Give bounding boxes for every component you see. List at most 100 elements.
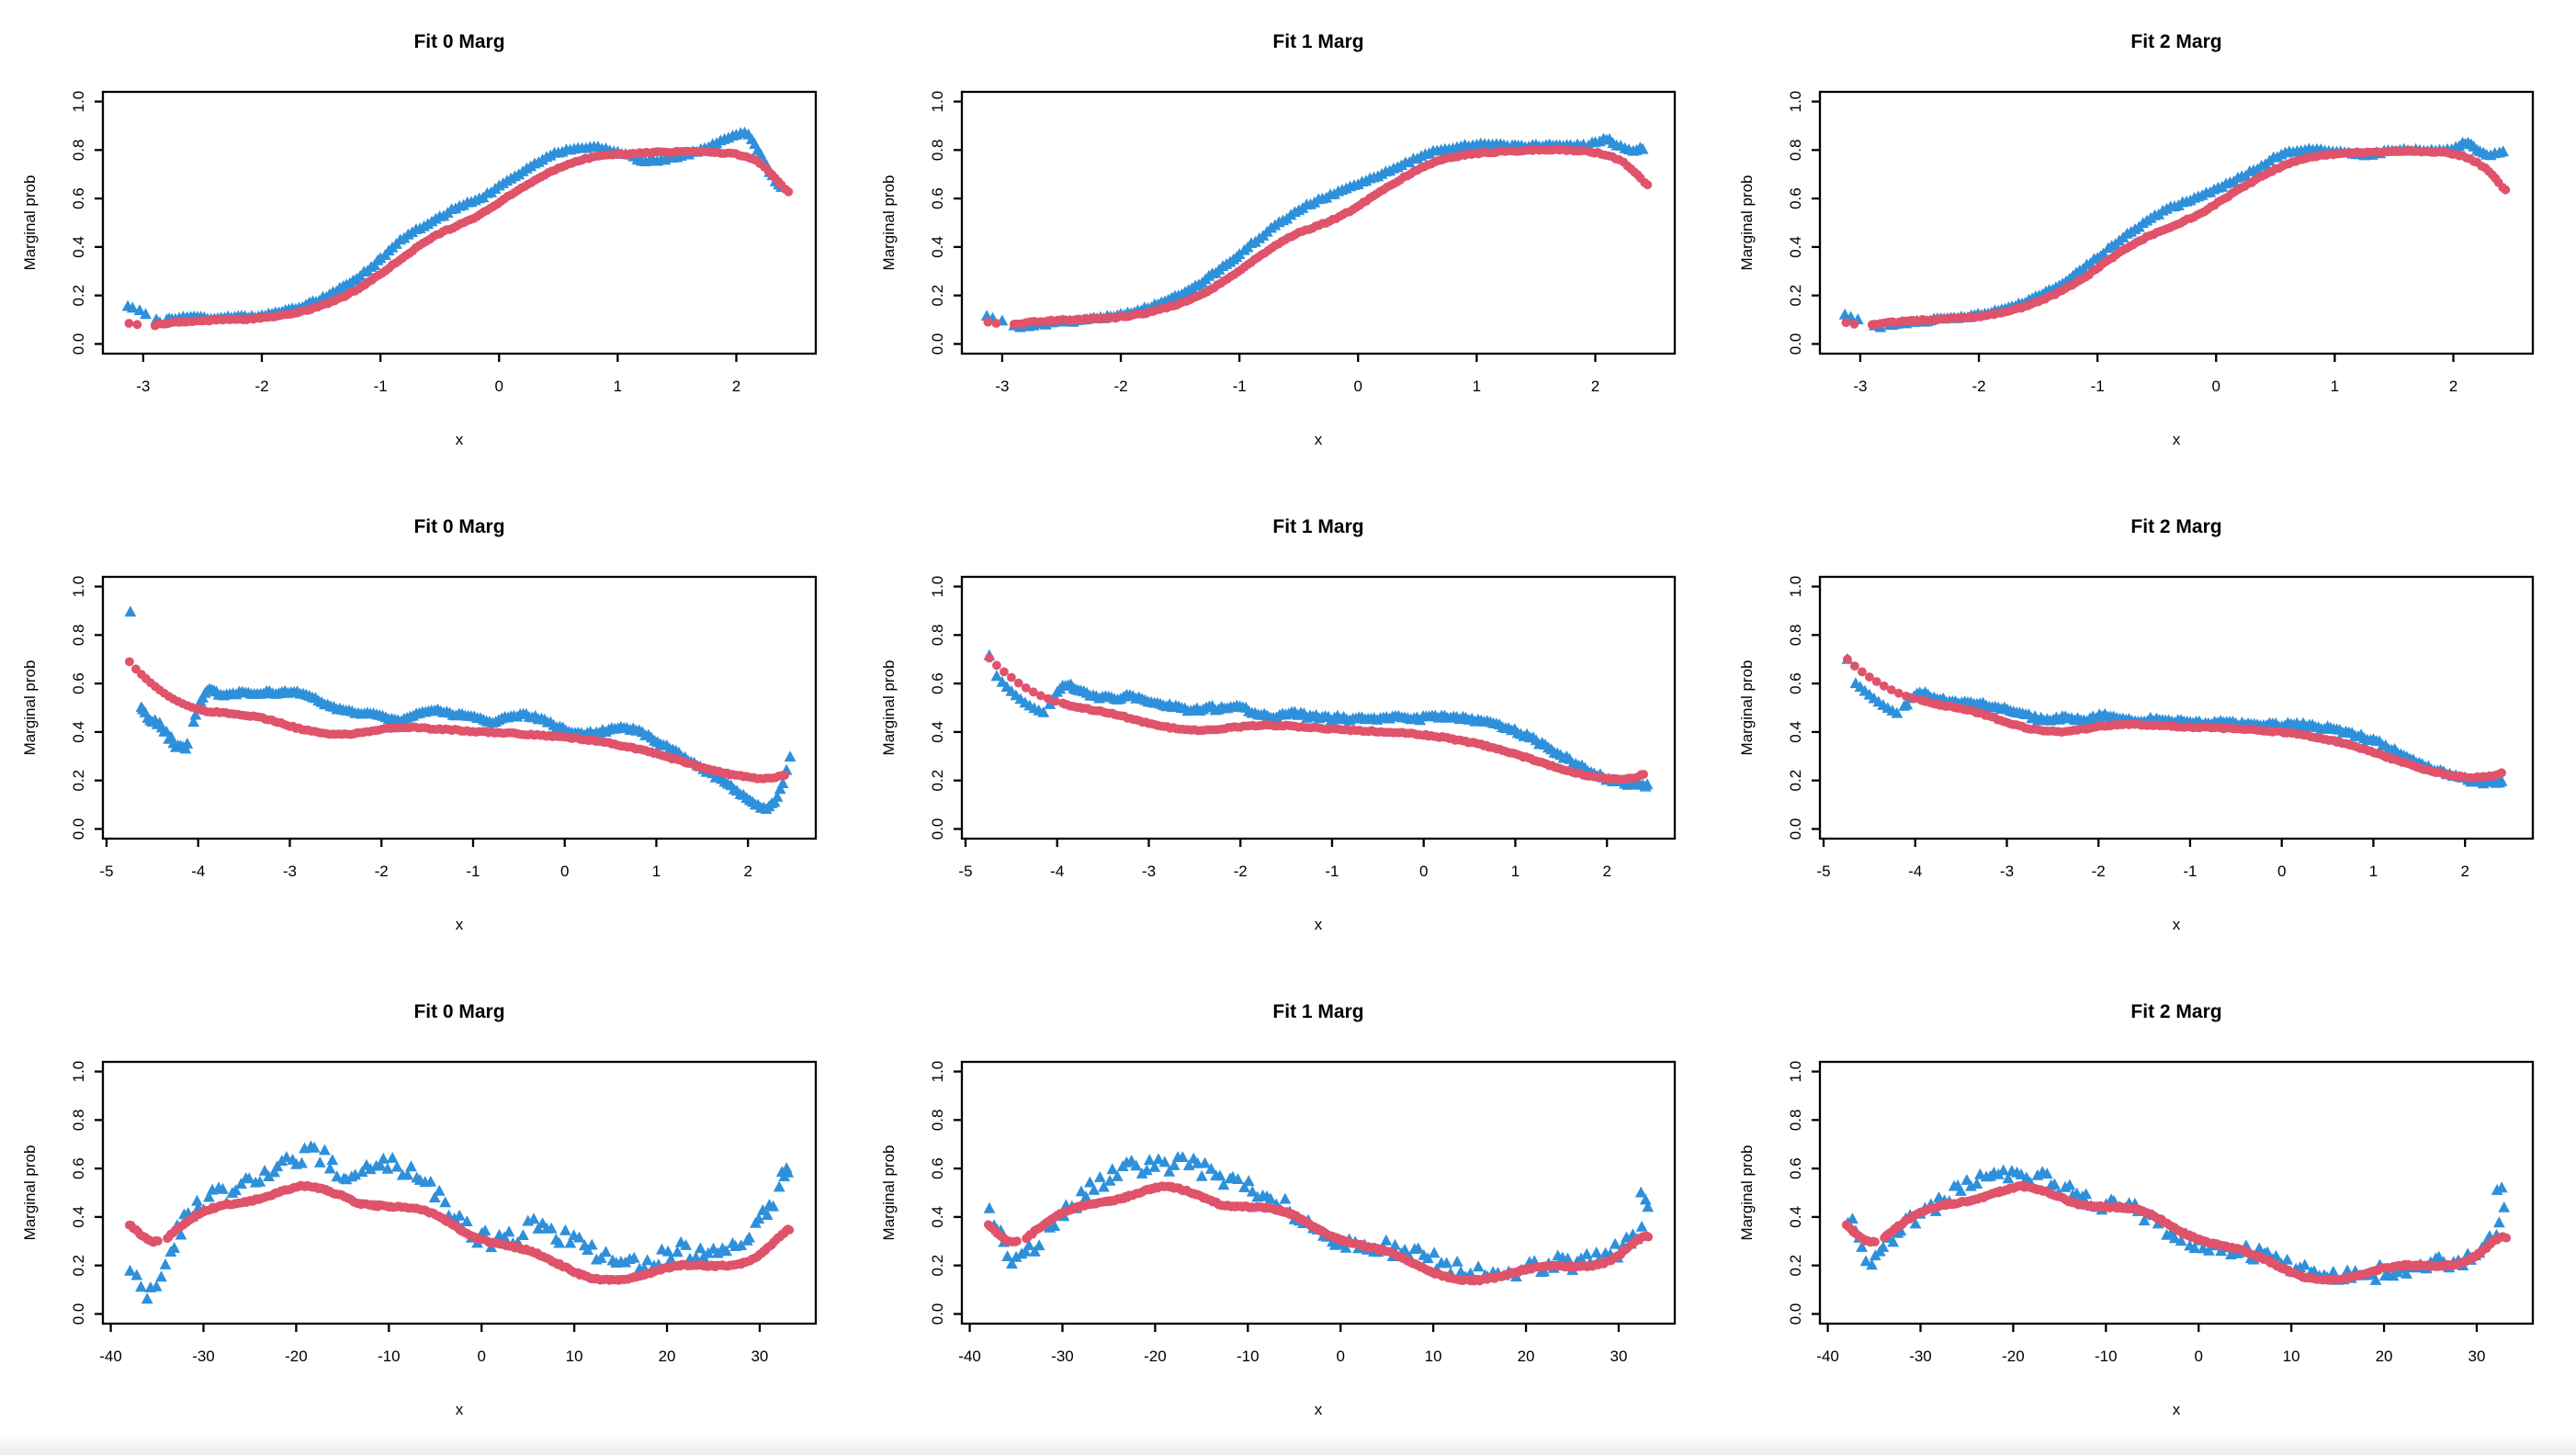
observed-point-triangle xyxy=(2041,1167,2053,1179)
observed-point-triangle xyxy=(1198,1156,1211,1168)
y-axis-tick-label: 0.2 xyxy=(70,285,87,307)
x-axis-tick-label: -4 xyxy=(1908,863,1922,880)
observed-point-triangle xyxy=(1398,1244,1411,1255)
x-axis-tick-label: 1 xyxy=(2369,863,2378,880)
observed-point-triangle xyxy=(1454,1266,1467,1277)
observed-point-triangle xyxy=(1028,1245,1041,1257)
observed-point-triangle xyxy=(405,1160,417,1172)
y-axis-tick-label: 0.0 xyxy=(70,1303,87,1325)
observed-point-triangle xyxy=(453,1209,466,1221)
plot-cell-r3c1: Fit 0 Marg 0.0 0.2 0.4 0.6 0.8 1.0 -40 -30 -20 -10… xyxy=(0,970,859,1455)
fitted-point-circle xyxy=(991,660,1001,671)
y-axis-tick-label: 1.0 xyxy=(929,576,946,598)
observed-points-group xyxy=(1839,136,2510,333)
observed-point-triangle xyxy=(1231,1173,1244,1184)
observed-point-triangle xyxy=(776,777,789,788)
observed-point-triangle xyxy=(280,1151,293,1163)
fitted-point-circle xyxy=(1643,1232,1653,1242)
observed-point-triangle xyxy=(140,308,152,320)
observed-point-triangle xyxy=(2497,145,2510,157)
fitted-points-group xyxy=(124,146,794,331)
observed-point-triangle xyxy=(2097,247,2110,259)
observed-point-triangle xyxy=(2369,1274,2382,1285)
fitted-points-group xyxy=(1841,145,2511,330)
observed-point-triangle xyxy=(202,1190,215,1202)
observed-point-triangle xyxy=(564,1236,577,1248)
x-axis-tick-label: 1 xyxy=(2331,378,2339,395)
fitted-point-circle xyxy=(1843,654,1853,664)
plot-fit1-marg-row2: Fit 1 Marg 0.0 0.2 0.4 0.6 0.8 1.0 -5 -4 -3 -2 -1 0 1… xyxy=(880,516,1676,933)
observed-point-triangle xyxy=(189,708,202,720)
plot-cell-r3c3: Fit 2 Marg 0.0 0.2 0.4 0.6 0.8 1.0 -40 -30 -20 -10… xyxy=(1717,970,2576,1455)
x-axis-tick-label: -10 xyxy=(1237,1348,1260,1365)
y-axis-tick-label: 0.4 xyxy=(70,721,87,743)
observed-point-triangle xyxy=(439,1196,452,1208)
x-axis-label: x xyxy=(1314,431,1322,448)
observed-point-triangle xyxy=(1575,1252,1587,1264)
fitted-point-circle xyxy=(999,667,1009,677)
observed-point-triangle xyxy=(1037,705,1049,717)
y-axis-tick-label: 0.6 xyxy=(929,672,946,694)
observed-point-triangle xyxy=(1388,1238,1401,1250)
observed-point-triangle xyxy=(780,1162,793,1174)
observed-point-triangle xyxy=(1960,1174,1973,1185)
x-axis-label: x xyxy=(456,1401,464,1418)
x-axis-tick-label: -2 xyxy=(1972,378,1986,395)
observed-point-triangle xyxy=(1019,1245,1032,1257)
y-axis-label: Marginal prob xyxy=(21,175,39,271)
y-axis-label: Marginal prob xyxy=(1738,1145,1756,1241)
y-axis-label: Marginal prob xyxy=(21,1145,39,1241)
y-axis-tick-label: 1.0 xyxy=(1787,91,1804,113)
y-axis-tick-label: 1.0 xyxy=(929,1061,946,1083)
observed-point-triangle xyxy=(774,783,786,795)
observed-point-triangle xyxy=(1635,1220,1648,1232)
observed-point-triangle xyxy=(1609,1237,1621,1249)
observed-point-triangle xyxy=(254,1175,266,1187)
observed-point-triangle xyxy=(585,1238,598,1250)
observed-point-triangle xyxy=(1140,1164,1153,1176)
x-axis-tick-label: 30 xyxy=(1610,1348,1627,1365)
observed-point-triangle xyxy=(594,1251,607,1263)
fitted-point-circle xyxy=(153,1236,163,1246)
x-axis-tick-label: -5 xyxy=(1817,863,1831,880)
observed-point-triangle xyxy=(1097,1180,1110,1192)
fitted-point-circle xyxy=(983,317,992,327)
observed-point-triangle xyxy=(2299,1258,2311,1270)
observed-point-triangle xyxy=(135,1280,147,1292)
observed-point-triangle xyxy=(1217,1179,1229,1190)
plot-fit1-marg-row1: Fit 1 Marg 0.0 0.2 0.4 0.6 0.8 1.0 -3 -2 -1 0 1 2 Mar… xyxy=(880,31,1676,448)
x-axis-label: x xyxy=(456,431,464,448)
observed-point-triangle xyxy=(1103,1174,1116,1186)
observed-point-triangle xyxy=(124,1264,136,1276)
y-axis-tick-label: 0.8 xyxy=(929,140,946,162)
plot-title: Fit 1 Marg xyxy=(1272,516,1363,537)
y-axis-tick-label: 0.6 xyxy=(70,672,87,694)
x-axis-tick-label: 0 xyxy=(2212,378,2220,395)
plot-frame xyxy=(101,90,818,355)
x-axis-tick-label: -3 xyxy=(136,378,150,395)
observed-point-triangle xyxy=(1589,1246,1602,1258)
y-axis-tick-label: 1.0 xyxy=(70,576,87,598)
observed-point-triangle xyxy=(2498,1201,2511,1212)
x-axis-tick-label: 2 xyxy=(743,863,751,880)
x-axis-tick-label: 1 xyxy=(652,863,661,880)
plot-cell-r3c2: Fit 1 Marg 0.0 0.2 0.4 0.6 0.8 1.0 -40 -30 -20 -10… xyxy=(859,970,1718,1455)
fitted-point-circle xyxy=(780,771,789,780)
observed-points-group xyxy=(124,605,797,814)
y-axis-label: Marginal prob xyxy=(880,175,898,271)
observed-point-triangle xyxy=(600,1246,612,1258)
y-axis-tick-label: 0.6 xyxy=(929,1157,946,1179)
observed-point-triangle xyxy=(181,737,194,749)
observed-point-triangle xyxy=(1000,1250,1013,1261)
x-axis-tick-label: 0 xyxy=(560,863,569,880)
observed-point-triangle xyxy=(573,1231,585,1243)
fitted-point-circle xyxy=(1050,696,1060,706)
observed-point-triangle xyxy=(990,670,1002,682)
plot-title: Fit 1 Marg xyxy=(1272,31,1363,52)
y-axis-label: Marginal prob xyxy=(880,660,898,756)
x-axis-tick-label: -20 xyxy=(1144,1348,1167,1365)
observed-point-triangle xyxy=(1195,1169,1208,1181)
x-axis-tick-label: 20 xyxy=(2376,1348,2393,1365)
y-axis-tick-label: 0.4 xyxy=(929,721,946,743)
